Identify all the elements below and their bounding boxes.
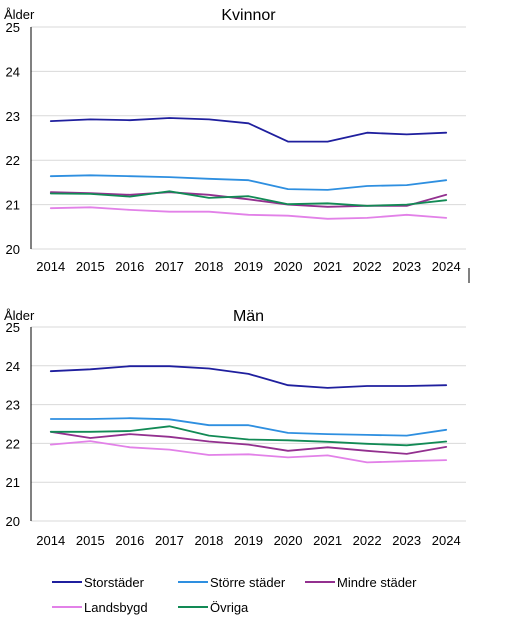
- series-line-storre-stader: [49, 417, 448, 437]
- x-tick-label: 2017: [155, 259, 184, 274]
- y-tick-label: 20: [6, 514, 20, 529]
- x-tick-label: 2023: [392, 533, 421, 548]
- y-tick-label: 23: [6, 398, 20, 413]
- y-tick-label: 22: [6, 153, 20, 168]
- x-tick-label: 2015: [76, 533, 105, 548]
- legend-label-mindre-stader: Mindre städer: [337, 575, 417, 590]
- x-tick-label: 2020: [274, 259, 303, 274]
- y-tick-label: 21: [6, 475, 20, 490]
- series-line-storre-stader: [49, 174, 448, 191]
- chart-title: Kvinnor: [221, 7, 276, 24]
- x-tick-label: 2018: [194, 259, 223, 274]
- legend-label-storstader: Storstäder: [84, 575, 145, 590]
- x-tick-label: 2014: [36, 259, 65, 274]
- x-tick-label: 2020: [274, 533, 303, 548]
- series-line-ovriga: [49, 190, 448, 207]
- y-tick-label: 20: [6, 242, 20, 257]
- y-tick-label: 24: [6, 64, 20, 79]
- y-tick-label: 21: [6, 198, 20, 213]
- y-tick-label: 24: [6, 359, 20, 374]
- y-tick-label: 25: [6, 20, 20, 35]
- x-tick-label: 2023: [392, 259, 421, 274]
- legend-label-storre-stader: Större städer: [210, 575, 286, 590]
- x-tick-label: 2019: [234, 259, 263, 274]
- x-tick-label: 2015: [76, 259, 105, 274]
- series-line-mindre-stader: [49, 430, 448, 455]
- x-tick-label: 2024: [432, 259, 461, 274]
- x-tick-label: 2019: [234, 533, 263, 548]
- y-tick-label: 25: [6, 320, 20, 335]
- series-line-storstader: [49, 365, 448, 389]
- y-tick-label: 22: [6, 436, 20, 451]
- y-tick-label: 23: [6, 109, 20, 124]
- x-tick-label: 2024: [432, 533, 461, 548]
- series-line-landsbygd: [49, 206, 448, 220]
- series-line-landsbygd: [49, 440, 448, 464]
- x-tick-label: 2017: [155, 533, 184, 548]
- x-tick-label: 2021: [313, 259, 342, 274]
- legend-label-landsbygd: Landsbygd: [84, 600, 148, 615]
- x-tick-label: 2018: [194, 533, 223, 548]
- series-line-storstader: [49, 117, 448, 143]
- x-tick-label: 2022: [353, 259, 382, 274]
- x-tick-label: 2014: [36, 533, 65, 548]
- series-line-ovriga: [49, 425, 448, 447]
- y-axis-label: Ålder: [4, 308, 35, 323]
- chart-title: Män: [233, 308, 264, 325]
- x-tick-label: 2022: [353, 533, 382, 548]
- x-tick-label: 2016: [115, 533, 144, 548]
- x-tick-label: 2016: [115, 259, 144, 274]
- x-tick-label: 2021: [313, 533, 342, 548]
- y-axis-label: Ålder: [4, 7, 35, 22]
- legend-label-ovriga: Övriga: [210, 600, 249, 615]
